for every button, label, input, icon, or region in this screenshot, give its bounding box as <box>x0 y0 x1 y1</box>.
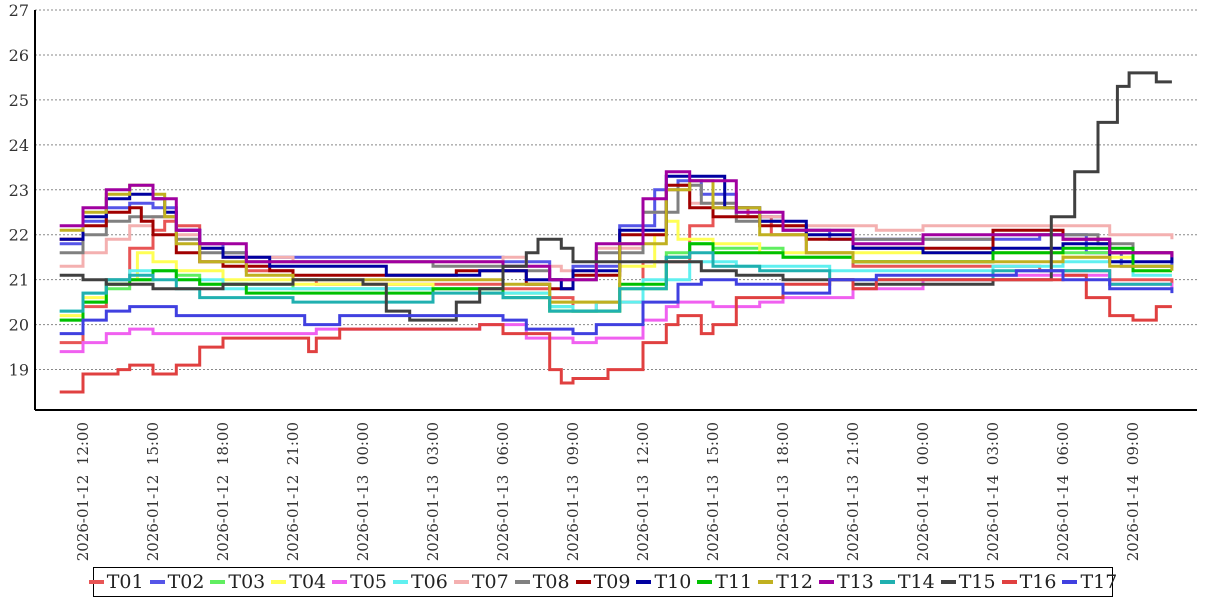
legend-item: T03 <box>210 571 265 593</box>
legend-swatch <box>1062 580 1078 584</box>
legend-swatch <box>575 580 591 584</box>
x-tick-label: 2026-01-14 09:00 <box>1124 422 1142 561</box>
x-tick-label: 2026-01-12 21:00 <box>284 422 302 561</box>
x-tick-label: 2026-01-13 12:00 <box>634 422 652 561</box>
legend-item: T15 <box>940 571 996 593</box>
legend-item: T11 <box>697 571 752 593</box>
legend-label: T02 <box>167 571 205 593</box>
x-tick-label: 2026-01-13 15:00 <box>704 422 722 561</box>
y-tick-label: 20 <box>9 316 29 335</box>
x-tick-label: 2026-01-12 15:00 <box>144 422 162 561</box>
legend-label: T05 <box>350 571 387 593</box>
legend-item: T05 <box>332 571 387 593</box>
legend: T01 T02 T03 T04 T05 T06 T07 T08 T09 T10 T11 T12 T13 T… <box>88 567 1117 597</box>
legend-swatch <box>636 580 652 584</box>
x-tick-label: 2026-01-14 06:00 <box>1054 422 1072 561</box>
legend-label: T17 <box>1080 571 1118 593</box>
legend-swatch <box>149 580 165 584</box>
legend-swatch <box>940 580 956 584</box>
series-line-T09 <box>59 183 1174 291</box>
legend-label: T14 <box>897 571 935 593</box>
legend-label: T08 <box>532 571 570 593</box>
x-tick-label: 2026-01-12 12:00 <box>74 422 92 561</box>
legend-swatch <box>393 580 408 584</box>
legend-item: T04 <box>271 571 326 593</box>
series-line-T16 <box>59 273 1172 394</box>
x-tick-label: 2026-01-13 21:00 <box>844 422 862 561</box>
x-tick-label: 2026-01-13 09:00 <box>564 422 582 561</box>
legend-label: T01 <box>106 571 144 593</box>
legend-swatch <box>819 580 835 584</box>
series-line-T11 <box>59 242 1172 322</box>
y-tick-label: 25 <box>9 91 29 110</box>
x-tick-label: 2026-01-14 00:00 <box>914 422 932 561</box>
legend-item: T17 <box>1062 571 1117 593</box>
series-line-T15 <box>59 71 1172 322</box>
y-tick-label: 22 <box>9 226 29 245</box>
legend-label: T11 <box>715 571 753 593</box>
legend-label: T07 <box>471 571 509 593</box>
series-line-T06 <box>59 260 1172 313</box>
legend-item: T13 <box>819 571 874 593</box>
legend-label: T03 <box>228 571 266 593</box>
legend-item: T06 <box>393 571 448 593</box>
series-line-T13 <box>59 170 1174 282</box>
x-tick-label: 2026-01-13 18:00 <box>774 422 792 561</box>
legend-label: T06 <box>411 571 448 593</box>
legend-swatch <box>88 580 104 584</box>
legend-label: T16 <box>1019 571 1057 593</box>
series-line-T03 <box>59 242 1172 322</box>
legend-item: T07 <box>453 571 509 593</box>
legend-item: T01 <box>88 571 144 593</box>
legend-label: T12 <box>776 571 814 593</box>
x-tick-label: 2026-01-13 00:00 <box>354 422 372 561</box>
y-tick-label: 23 <box>9 181 29 200</box>
legend-swatch <box>271 580 287 584</box>
legend-swatch <box>514 580 530 584</box>
legend-label: T10 <box>654 571 692 593</box>
y-tick-label: 21 <box>9 271 29 290</box>
legend-swatch <box>453 580 469 584</box>
legend-item: T02 <box>149 571 205 593</box>
legend-swatch <box>1001 580 1017 584</box>
legend-swatch <box>758 580 774 584</box>
x-tick-label: 2026-01-13 06:00 <box>494 422 512 561</box>
legend-item: T09 <box>575 571 631 593</box>
legend-item: T14 <box>879 571 935 593</box>
y-tick-label: 19 <box>9 361 29 380</box>
legend-item: T12 <box>758 571 813 593</box>
legend-label: T15 <box>958 571 996 593</box>
series-line-T17 <box>59 269 1174 336</box>
y-tick-label: 27 <box>9 1 29 20</box>
legend-swatch <box>210 580 226 584</box>
legend-item: T16 <box>1001 571 1057 593</box>
legend-swatch <box>697 580 713 584</box>
legend-item: T10 <box>636 571 691 593</box>
legend-label: T09 <box>593 571 631 593</box>
y-tick-label: 24 <box>9 136 29 155</box>
series-line-T14 <box>59 251 1172 313</box>
legend-item: T08 <box>514 571 570 593</box>
x-tick-label: 2026-01-12 18:00 <box>214 422 232 561</box>
legend-swatch <box>879 580 895 584</box>
series-line-T05 <box>59 273 1174 354</box>
x-tick-label: 2026-01-13 03:00 <box>424 422 442 561</box>
legend-label: T13 <box>837 571 874 593</box>
x-tick-label: 2026-01-14 03:00 <box>984 422 1002 561</box>
y-tick-label: 26 <box>9 46 29 65</box>
legend-label: T04 <box>289 571 327 593</box>
legend-swatch <box>332 580 348 584</box>
